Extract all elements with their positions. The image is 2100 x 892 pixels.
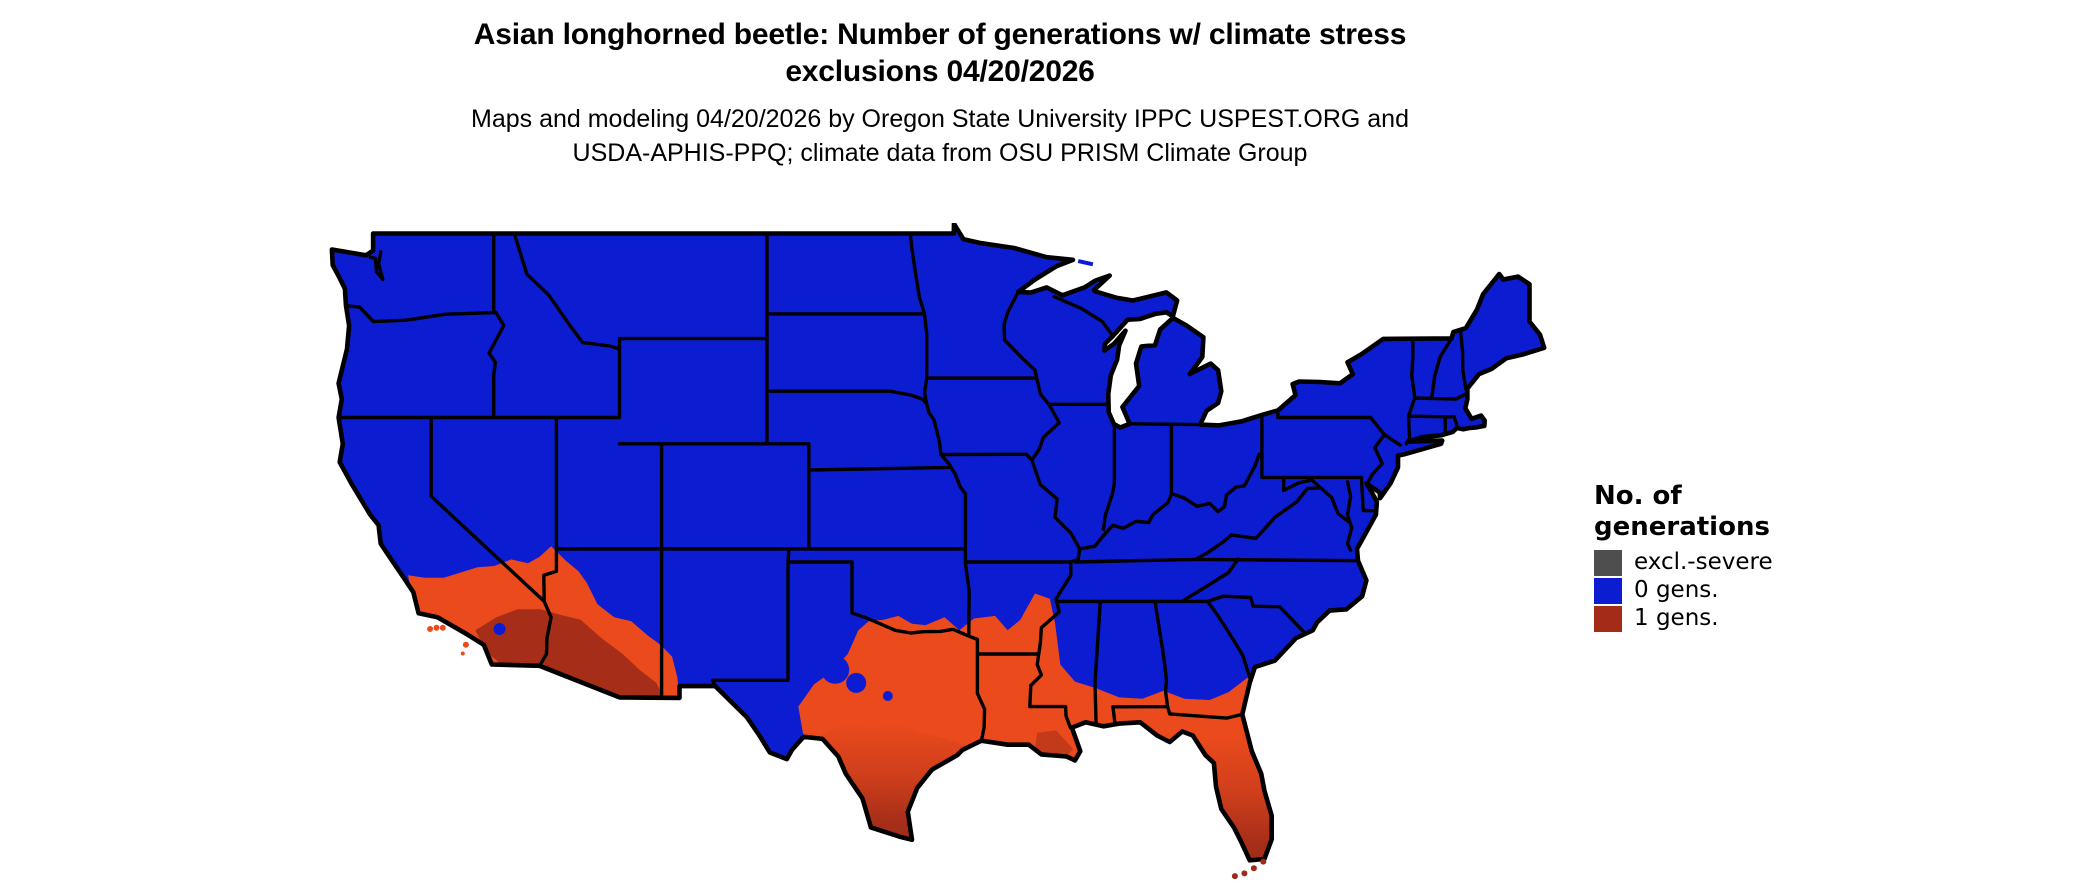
legend-title-line1: No. of	[1594, 481, 1682, 511]
header: Asian longhorned beetle: Number of gener…	[0, 16, 1880, 170]
legend-item-1-gens: 1 gens.	[1594, 605, 1773, 632]
legend-title-line2: generations	[1594, 512, 1770, 542]
us-generations-map	[326, 223, 1556, 883]
excl-severe-swatch	[1594, 549, 1622, 576]
map-title: Asian longhorned beetle: Number of gener…	[0, 16, 1880, 90]
legend-item-excl-severe: excl.-severe	[1594, 549, 1773, 576]
isle-royale	[1077, 259, 1094, 267]
one-gens-swatch	[1594, 605, 1622, 632]
excl-severe-label: excl.-severe	[1634, 549, 1773, 575]
zero-gens-swatch	[1594, 577, 1622, 604]
map-subtitle-line1: Maps and modeling 04/20/2026 by Oregon S…	[471, 105, 1409, 133]
one-gen-dark-arizona	[475, 609, 665, 699]
map-subtitle-line2: USDA-APHIS-PPQ; climate data from OSU PR…	[572, 139, 1308, 167]
map-title-line1: Asian longhorned beetle: Number of gener…	[473, 18, 1407, 51]
map-subtitle: Maps and modeling 04/20/2026 by Oregon S…	[0, 102, 1880, 170]
us-map-svg	[329, 223, 1547, 880]
map-title-line2: exclusions 04/20/2026	[785, 55, 1095, 88]
one-gen-dark-delta	[1035, 730, 1073, 762]
legend-item-0-gens: 0 gens.	[1594, 577, 1773, 604]
one-gens-label: 1 gens.	[1634, 605, 1719, 631]
legend-title: No. of generations	[1594, 481, 1773, 543]
legend-items: excl.-severe 0 gens. 1 gens.	[1594, 549, 1773, 632]
zero-gens-label: 0 gens.	[1634, 577, 1719, 603]
conus-outline	[329, 223, 1547, 863]
map-legend: No. of generations excl.-severe 0 gens. 1…	[1594, 481, 1773, 633]
state-borders	[336, 231, 1468, 743]
one-gen-dark-texas	[784, 722, 983, 854]
